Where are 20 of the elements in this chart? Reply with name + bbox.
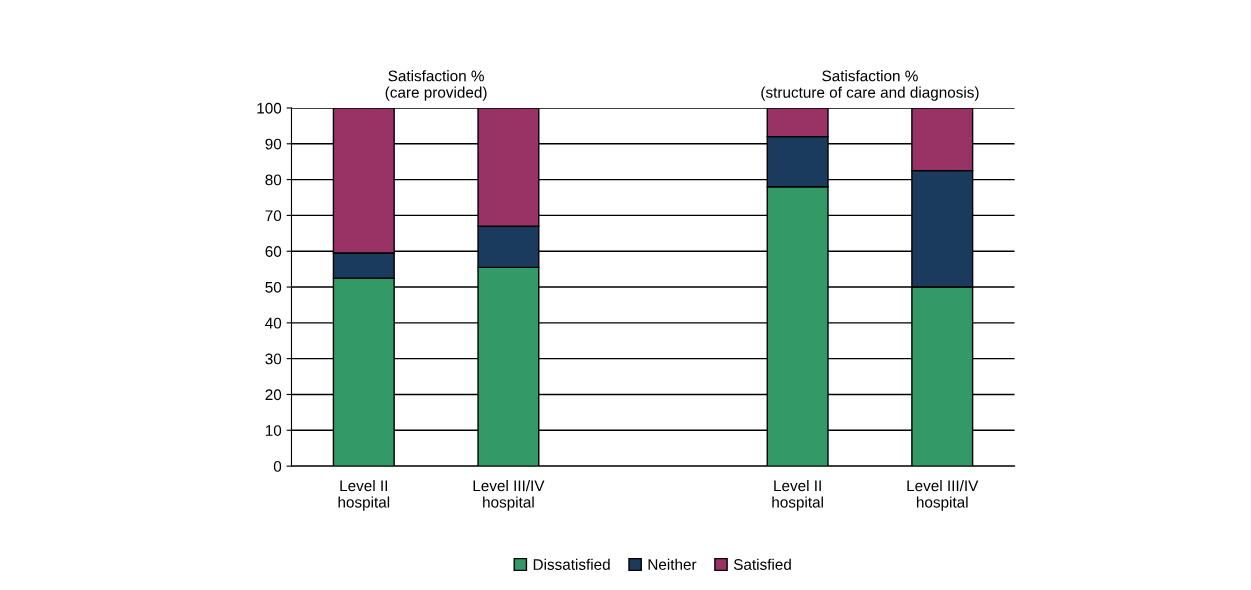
y-tick-label: 40 — [265, 317, 282, 329]
legend-label: Satisfied — [733, 558, 791, 570]
y-tick-label: 100 — [257, 102, 282, 114]
y-tick-label: 20 — [265, 389, 282, 401]
y-tick-label: 50 — [265, 281, 282, 293]
y-tick-label: 0 — [273, 460, 282, 472]
x-tick-label: Level III/IV hospital — [473, 479, 545, 511]
x-tick-label: Level II hospital — [772, 479, 823, 511]
x-tick-label: Level II hospital — [338, 479, 390, 511]
x-tick-label: Level III/IV hospital — [907, 479, 979, 511]
y-tick-label: 10 — [265, 425, 282, 436]
text: Satisfaction % (care provided) — [385, 70, 487, 101]
y-tick-label: 30 — [265, 353, 282, 365]
y-tick-label: 90 — [265, 138, 282, 150]
text: Satisfaction % (structure of care and diagnosis) — [761, 70, 979, 101]
y-tick-label: 60 — [265, 246, 282, 257]
legend-label: Neither — [648, 558, 697, 570]
legend-label: Dissatisfied — [533, 558, 610, 570]
y-tick-label: 80 — [265, 174, 282, 186]
y-tick-label: 70 — [265, 210, 282, 222]
